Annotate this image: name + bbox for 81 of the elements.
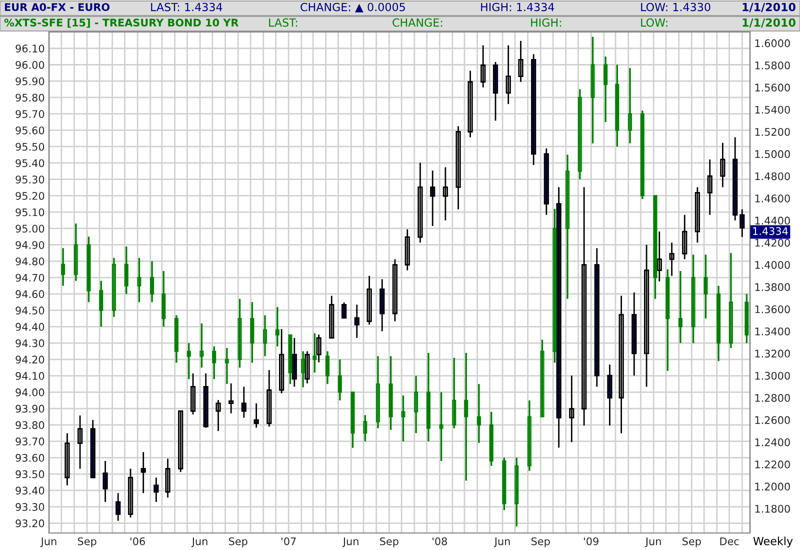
text: LOW: 1.4330 <box>641 2 710 12</box>
y2-tick-label: 1.3600 <box>755 305 790 314</box>
y2-tick-label: 1.5800 <box>755 61 790 70</box>
text: CHANGE: <box>392 18 442 27</box>
text: 1/1/2010 <box>742 18 796 28</box>
y2-tick-label: 1.5400 <box>755 106 790 114</box>
y2-tick-label: 1.3000 <box>755 372 790 380</box>
y-tick-label: 93.40 <box>16 486 44 495</box>
y-tick-label: 95.50 <box>16 142 44 151</box>
y-tick-label: 93.50 <box>16 470 44 478</box>
x-tick-label: Jun <box>191 537 208 548</box>
text: CHANGE: ▲ 0.0005 <box>300 2 405 12</box>
y2-tick-label: 1.6000 <box>755 39 790 48</box>
y-tick-label: 94.20 <box>16 356 44 364</box>
x-tick-label: '09 <box>584 537 598 546</box>
y2-tick-label: 1.3400 <box>755 327 790 336</box>
y-tick-label: 94.90 <box>16 241 44 249</box>
x-tick-label: '06 <box>130 537 145 546</box>
x-tick-label: Jun <box>494 537 510 548</box>
text: LAST: <box>269 18 298 27</box>
y-tick-label: 95.40 <box>16 159 44 168</box>
x-tick-label: Sep <box>78 537 96 548</box>
y2-tick-label: 1.5200 <box>755 128 790 136</box>
chart-title: EUR A0-FX - EURO <box>4 3 110 12</box>
y-tick-label: 94.70 <box>16 274 44 282</box>
y-tick-label: 94.50 <box>16 306 44 314</box>
x-tick-label: Jun <box>40 537 56 548</box>
y2-tick-label: 1.2000 <box>755 482 790 491</box>
x-tick-label: Jun <box>644 537 661 548</box>
y-tick-label: 93.60 <box>16 454 44 462</box>
y-tick-label: 93.70 <box>16 438 44 446</box>
x-tick-label: Dec <box>720 537 739 546</box>
y-tick-label: 93.20 <box>16 519 44 528</box>
y2-tick-label: 1.2800 <box>755 394 790 402</box>
chart-subtitle: %XTS-SFE [15] - TREASURY BOND 10 YR <box>4 18 238 28</box>
y-tick-label: 96.00 <box>16 60 44 69</box>
y-tick-label: 94.30 <box>16 339 44 348</box>
y-tick-label: 96.10 <box>16 44 44 52</box>
y-tick-label: 94.00 <box>16 388 44 396</box>
y-tick-label: 93.90 <box>16 404 44 413</box>
y2-tick-label: 1.4600 <box>755 194 790 202</box>
y2-tick-label: 1.2600 <box>755 416 790 424</box>
text: LAST: 1.4334 <box>151 2 222 12</box>
y2-tick-label: 1.4000 <box>755 260 790 269</box>
y-tick-label: 95.60 <box>16 126 44 134</box>
text: 1.4334 <box>753 227 788 236</box>
x-tick-label: '07 <box>282 537 296 546</box>
y-tick-label: 93.80 <box>16 421 44 430</box>
y2-tick-label: 1.1800 <box>755 504 790 513</box>
x-tick-label: Sep <box>531 537 550 548</box>
y2-tick-label: 1.2200 <box>755 460 790 468</box>
y-tick-label: 95.90 <box>16 77 44 86</box>
text: 1/1/2010 <box>742 2 796 12</box>
y-tick-label: 95.10 <box>16 208 44 216</box>
x-tick-label: Sep <box>228 537 248 548</box>
y-tick-label: 95.00 <box>16 224 44 233</box>
x-tick-label: Sep <box>380 537 398 548</box>
y-tick-label: 94.10 <box>16 372 44 380</box>
text: HIGH: 1.4334 <box>481 2 554 12</box>
y-tick-label: 94.80 <box>16 257 44 266</box>
text: LOW: <box>641 18 668 27</box>
y2-tick-label: 1.5000 <box>755 150 790 158</box>
y-tick-label: 95.80 <box>16 94 44 102</box>
text: HIGH: <box>531 18 562 27</box>
y-tick-label: 94.40 <box>16 322 44 331</box>
y2-tick-label: 1.4800 <box>755 172 790 180</box>
y-tick-label: 95.70 <box>16 110 44 118</box>
y2-tick-label: 1.4200 <box>755 238 790 247</box>
y-tick-label: 93.30 <box>16 503 44 511</box>
y-tick-label: 95.30 <box>16 176 44 184</box>
x-tick-label: Sep <box>682 537 701 548</box>
y2-tick-label: 1.4400 <box>755 216 790 225</box>
y2-tick-label: 1.2400 <box>755 438 790 446</box>
text: Weekly <box>753 536 793 548</box>
x-tick-label: '08 <box>432 537 447 546</box>
x-tick-label: Jun <box>342 537 358 548</box>
y-tick-label: 95.20 <box>16 192 44 200</box>
y-tick-label: 94.60 <box>16 290 44 298</box>
y2-tick-label: 1.5600 <box>755 84 790 92</box>
y2-tick-label: 1.3800 <box>755 283 790 292</box>
y2-tick-label: 1.3200 <box>755 350 790 358</box>
